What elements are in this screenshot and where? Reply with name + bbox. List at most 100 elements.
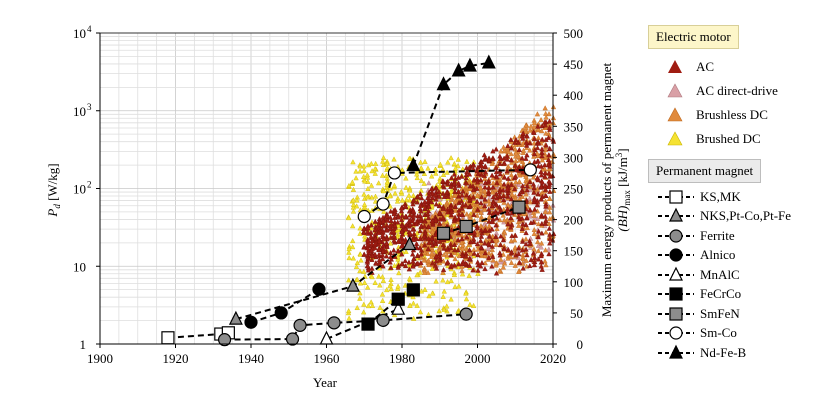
motor-point-brushed-dc <box>433 170 439 176</box>
motor-point-ac <box>470 194 477 200</box>
motor-point-ac <box>489 238 495 244</box>
motor-point-brushed-dc <box>350 208 357 214</box>
motor-point-ac <box>542 173 548 179</box>
motor-point-ac <box>535 234 541 240</box>
motor-point-ac <box>493 270 500 276</box>
motor-point-brushless-dc <box>542 209 549 215</box>
motor-point-ac <box>486 157 492 163</box>
motor-point-brushless-dc <box>508 259 515 265</box>
motor-point-brushed-dc <box>440 277 446 283</box>
motor-point-ac <box>429 194 436 200</box>
motor-point-ac <box>543 142 549 148</box>
motor-point-ac <box>368 222 375 228</box>
motor-point-ac <box>504 168 510 174</box>
x-axis-title: Year <box>313 375 338 390</box>
motor-point-ac <box>380 263 386 269</box>
motor-point-ac <box>418 215 424 221</box>
motor-point-brushless-dc <box>539 157 546 163</box>
motor-point-ac <box>437 238 443 244</box>
motor-point-brushless-dc <box>452 236 458 242</box>
motor-point-brushless-dc <box>501 199 507 205</box>
motor-point-brushless-dc <box>508 253 514 259</box>
motor-point-ac <box>516 259 523 265</box>
motor-point-ac <box>417 212 423 218</box>
motor-point-ac <box>433 253 439 259</box>
motor-point-ac <box>535 256 542 262</box>
motor-point-ac <box>425 208 432 214</box>
motor-point-ac <box>402 213 409 219</box>
motor-point-ac <box>464 234 470 240</box>
motor-point-ac-direct-drive <box>485 245 491 251</box>
motor-point-ac <box>402 226 409 232</box>
motor-point-ac <box>369 241 375 247</box>
magnet-point-nd-fe-b <box>436 76 451 91</box>
motor-point-ac <box>515 139 522 145</box>
motor-point-brushless-dc <box>523 236 529 242</box>
motor-point-ac <box>546 251 552 257</box>
motor-point-brushed-dc <box>372 165 378 171</box>
motor-point-ac <box>387 223 393 229</box>
circle-icon <box>658 226 694 246</box>
motor-point-ac <box>532 206 538 212</box>
triangle-icon <box>658 206 694 226</box>
motor-point-ac <box>539 136 545 142</box>
motor-point-ac <box>482 250 488 256</box>
magnet-point-ferrite <box>293 318 307 332</box>
motor-point-ac <box>445 209 451 215</box>
motor-point-ac <box>508 249 515 255</box>
motor-point-brushed-dc <box>429 290 436 296</box>
y-tick-exponent-left: 2 <box>87 180 92 190</box>
magnet-point-smfen <box>512 200 526 214</box>
triangle-icon <box>658 343 694 363</box>
motor-point-brushed-dc <box>360 309 367 315</box>
motor-point-ac <box>494 174 500 180</box>
motor-point-ac <box>448 175 455 181</box>
motor-point-brushed-dc <box>429 203 435 209</box>
motor-point-ac <box>379 256 386 262</box>
motor-point-ac <box>409 251 416 257</box>
motor-point-brushed-dc <box>406 275 413 281</box>
triangle-icon <box>660 57 690 77</box>
legend-item-nks-pt-co-pt-fe: NKS,Pt-Co,Pt-Fe <box>648 207 823 227</box>
motor-point-ac <box>459 211 465 217</box>
motor-point-brushless-dc <box>460 245 466 251</box>
motor-point-ac <box>505 221 511 227</box>
motor-point-ac <box>534 145 541 151</box>
motor-point-ac <box>417 191 424 197</box>
magnet-point-nd-fe-b <box>481 54 496 69</box>
motor-point-ac <box>418 195 425 201</box>
motor-point-ac <box>388 208 394 214</box>
legend-group-magnet: Permanent magnet KS,MK NKS,Pt-Co,Pt-Fe Fer… <box>648 159 823 363</box>
motor-point-brushless-dc <box>493 187 499 193</box>
legend-label-brushed-dc: Brushed DC <box>696 131 761 146</box>
magnet-point-nd-fe-b <box>451 62 466 77</box>
motor-point-ac <box>365 263 371 269</box>
motor-point-ac <box>463 253 469 259</box>
motor-point-brushed-dc <box>350 201 357 207</box>
motor-point-brushed-dc <box>440 293 446 299</box>
magnet-point-sm-co <box>376 197 390 211</box>
motor-point-ac <box>440 190 446 196</box>
motor-point-brushless-dc <box>441 211 447 217</box>
motor-point-ac <box>481 172 488 178</box>
motor-point-brushless-dc <box>542 247 549 253</box>
motor-point-brushless-dc <box>535 248 542 254</box>
motor-point-ac <box>455 216 461 222</box>
motor-point-brushless-dc <box>531 230 537 236</box>
motor-point-brushless-dc <box>482 188 488 194</box>
motor-point-brushed-dc <box>346 277 352 283</box>
motor-point-brushed-dc <box>403 196 410 203</box>
motor-point-ac <box>448 205 454 211</box>
motor-point-ac <box>478 244 484 250</box>
motor-point-brushed-dc <box>346 246 352 252</box>
motor-point-brushed-dc <box>384 181 390 188</box>
motor-point-brushless-dc <box>515 222 522 228</box>
circle-icon <box>658 245 694 265</box>
y-tick-label-right: 400 <box>564 88 584 103</box>
motor-point-ac <box>426 189 432 195</box>
legend-marker-fecrco <box>669 287 683 301</box>
motor-point-brushless-dc <box>421 269 428 275</box>
motor-point-brushless-dc <box>452 198 459 204</box>
motor-point-ac <box>452 185 458 191</box>
